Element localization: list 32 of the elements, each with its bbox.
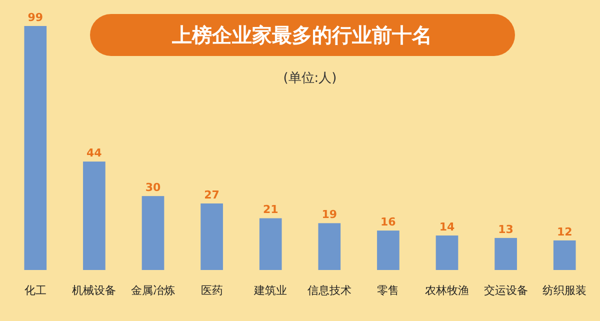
x-tick-label: 建筑业 <box>253 284 288 297</box>
bar <box>259 218 282 270</box>
data-label: 27 <box>204 188 220 202</box>
x-tick-label: 金属冶炼 <box>131 284 175 297</box>
bar <box>83 162 106 270</box>
bar <box>200 203 223 270</box>
x-tick-label: 机械设备 <box>72 284 116 297</box>
data-label: 14 <box>439 220 455 234</box>
bar <box>553 240 576 270</box>
data-label: 30 <box>145 181 161 194</box>
bar <box>142 196 164 270</box>
bar <box>318 223 341 270</box>
x-tick-label: 医药 <box>200 284 223 297</box>
bar <box>24 26 47 270</box>
x-tick-label: 信息技术 <box>307 284 352 297</box>
x-tick-label: 纺织服装 <box>542 284 587 297</box>
data-label: 13 <box>498 222 514 236</box>
data-label: 21 <box>262 203 278 216</box>
x-tick-label: 农林牧渔 <box>425 284 469 297</box>
x-tick-label: 零售 <box>377 284 400 297</box>
bar <box>377 230 400 270</box>
x-tick-label: 化工 <box>24 284 46 297</box>
data-label: 16 <box>380 216 396 229</box>
bar <box>494 238 517 270</box>
data-label: 99 <box>28 11 44 24</box>
x-tick-label: 交运设备 <box>484 284 528 297</box>
data-label: 12 <box>556 225 572 238</box>
data-label: 44 <box>86 146 102 160</box>
chart-title: 上榜企业家最多的行业前十名 <box>171 23 432 47</box>
text: (单位:人) <box>283 71 337 86</box>
bar <box>436 235 458 270</box>
data-label: 19 <box>322 208 338 222</box>
